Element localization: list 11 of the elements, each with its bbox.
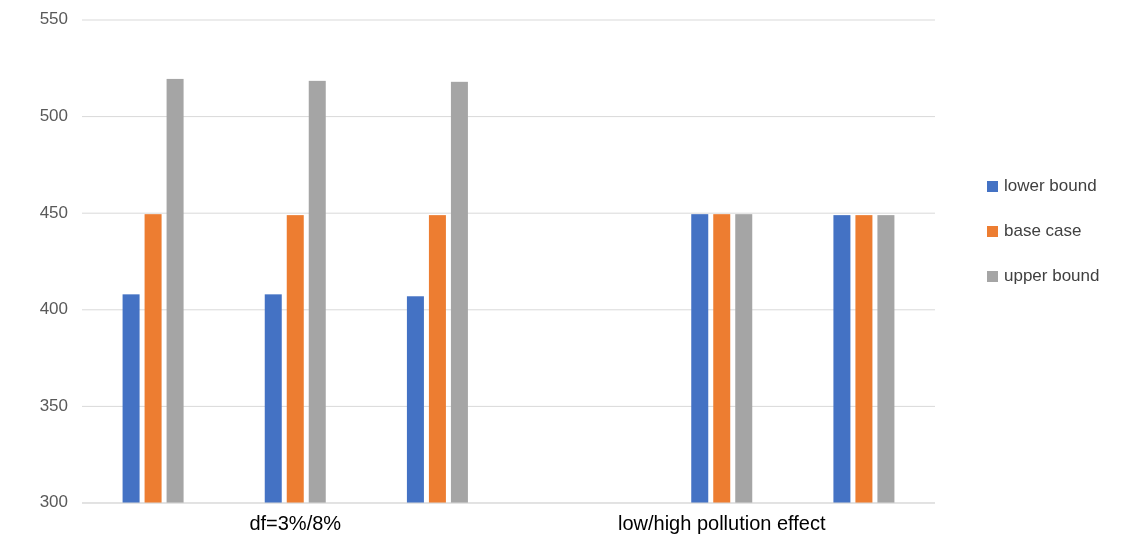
legend-label: upper bound — [1004, 266, 1100, 286]
y-tick-label: 550 — [39, 9, 68, 29]
x-tick-label: low/high pollution effect — [617, 512, 826, 534]
legend-label: base case — [1004, 221, 1082, 241]
y-tick-label: 450 — [39, 202, 68, 222]
y-tick-label: 500 — [39, 106, 68, 126]
y-tick-label: 400 — [39, 299, 68, 319]
legend-label: lower bound — [1004, 176, 1097, 196]
y-tick-label: 300 — [39, 492, 68, 512]
x-tick-label: df=3%/8% — [249, 512, 342, 534]
y-tick-label: 350 — [39, 395, 68, 415]
